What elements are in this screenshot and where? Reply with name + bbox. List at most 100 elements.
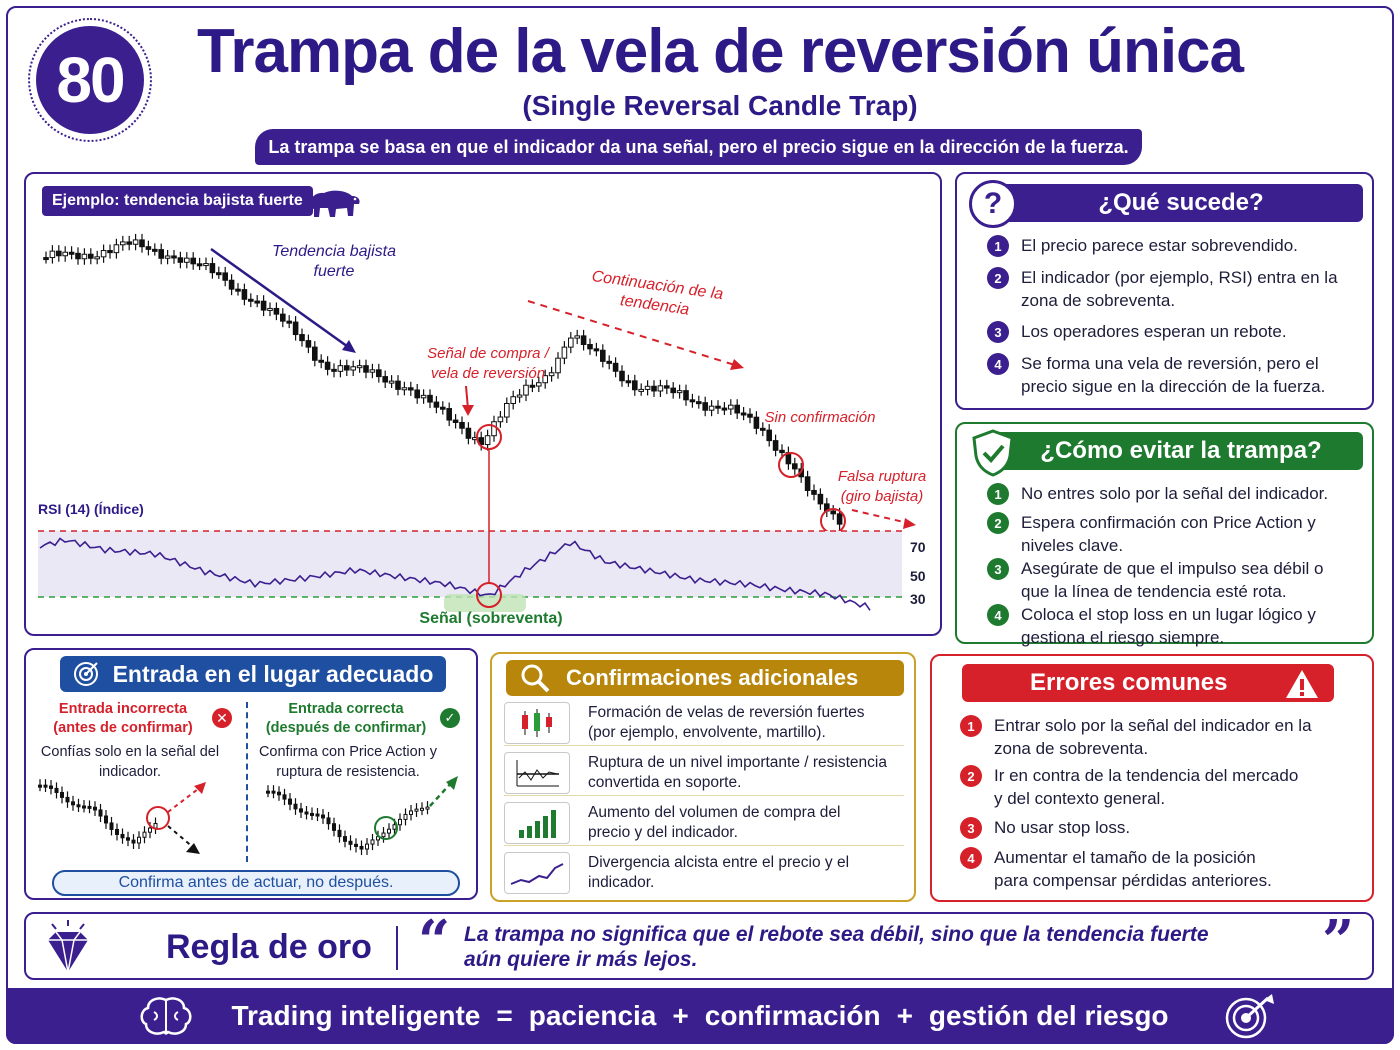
candle-body: [427, 394, 433, 403]
error-item-4: 4 Aumentar el tamaño de la posición para …: [960, 846, 1290, 892]
candle-body: [152, 248, 158, 252]
right-entry-title: Entrada correcta (después de confirmar): [265, 701, 427, 736]
candle-body: [54, 787, 59, 793]
candle-body: [440, 406, 446, 410]
candle-body: [282, 794, 287, 800]
candle-body: [344, 365, 350, 371]
candle-body: [318, 359, 324, 363]
candle-body: [343, 836, 347, 842]
candle-body: [369, 369, 376, 373]
entry-title: Entrada en el lugar adecuado: [112, 660, 434, 687]
candle-body: [625, 380, 632, 384]
avoid-item-1: 1 No entres solo por la señal del indicad…: [987, 482, 1359, 505]
candle-body: [561, 346, 568, 359]
number-badge: 80: [28, 18, 152, 142]
avoid-text-1: No entres solo por la señal del indicado…: [1021, 484, 1329, 503]
divergence-icon: [504, 852, 570, 894]
what-item-3: 3 Los operadores esperan un rebote.: [987, 320, 1359, 343]
candle-body: [792, 463, 798, 470]
candle-body: [60, 791, 64, 798]
wrong-entry-text: Confías solo en la señal del indicador.: [40, 744, 220, 780]
avoid-num-3: 3: [987, 558, 1009, 580]
confirmations-header: Confirmaciones adicionales: [506, 660, 904, 696]
candle-body: [190, 257, 196, 265]
error-num-1: 1: [960, 715, 982, 737]
candle-body: [148, 827, 152, 833]
avoid-text-3: Asegúrate de que el impulso sea débil o …: [1021, 559, 1324, 601]
candle-body: [702, 402, 709, 411]
candle-body: [87, 805, 92, 809]
candle-body: [425, 806, 430, 810]
candle-body: [388, 380, 395, 384]
candle-body: [766, 429, 773, 442]
candle-body: [49, 785, 53, 789]
candle-body: [49, 250, 56, 259]
candle-body: [271, 790, 276, 794]
confirmation-text-4: Divergencia alcista entre el precio y el…: [588, 854, 850, 891]
avoid-item-4: 4 Coloca el stop loss en un lugar lógico …: [987, 603, 1327, 649]
what-num-2: 2: [987, 267, 1009, 289]
price-chart: [38, 233, 916, 612]
candle-body: [753, 416, 760, 429]
candle-body: [606, 360, 613, 364]
candle-body: [337, 829, 342, 838]
candle-body: [337, 365, 344, 372]
candle-body: [593, 348, 600, 352]
candle-body: [779, 449, 785, 454]
candle-body: [836, 513, 843, 525]
candle-body: [88, 253, 94, 259]
footer-word-2: paciencia: [528, 1000, 657, 1031]
candle-body: [65, 796, 70, 803]
what-item-1: 1 El precio parece estar sobrevendido.: [987, 234, 1359, 257]
rsi-signal-circle: [476, 582, 502, 608]
candle-body: [288, 798, 292, 805]
candle-body: [830, 510, 837, 515]
right-entry-text: Confirma con Price Action y ruptura de r…: [258, 744, 438, 780]
candle-body: [381, 832, 386, 838]
candle-body: [664, 385, 670, 389]
false-break-arrow: [851, 509, 909, 524]
candle-body: [43, 784, 48, 788]
avoid-text-2: Espera confirmación con Price Action y n…: [1021, 513, 1316, 555]
footer-eq: =: [496, 1000, 513, 1031]
candle-body: [420, 394, 427, 399]
strong-trend-label: Tendencia bajista fuerte: [272, 243, 396, 280]
candle-body: [516, 394, 523, 398]
example-panel: Ejemplo: tendencia bajista fuerte Tenden…: [24, 172, 942, 636]
candle-body: [292, 321, 299, 336]
entry-footer: Confirma antes de actuar, no después.: [52, 870, 460, 896]
right-entry-mini-chart: [266, 776, 458, 856]
candle-body: [76, 804, 81, 808]
error-item-2: 2 Ir en contra de la tendencia del mercad…: [960, 764, 1300, 810]
rsi-label: RSI (14) (Índice): [38, 501, 144, 517]
candle-body: [68, 251, 75, 255]
candle-body: [228, 279, 235, 290]
candle-body: [414, 389, 420, 399]
golden-rule-title: Regla de oro: [166, 928, 372, 966]
candle-body: [56, 250, 62, 257]
errors-header: Errores comunes: [962, 664, 1334, 702]
candle-body: [137, 836, 141, 844]
candle-body: [504, 402, 510, 418]
candle-body: [235, 288, 241, 292]
candle-body: [315, 813, 320, 817]
breakout-icon: [504, 751, 570, 794]
candle-body: [811, 489, 817, 495]
false-break-label: Falsa ruptura (giro bajista): [837, 468, 927, 505]
candle-body: [478, 437, 484, 446]
avoid-item-3: 3 Asegúrate de que el impulso sea débil o…: [987, 557, 1327, 603]
candle-body: [304, 811, 309, 815]
what-num-1: 1: [987, 235, 1009, 257]
candle-body: [131, 839, 136, 844]
wrong-entry-title: Entrada incorrecta (antes de confirmar): [53, 701, 193, 736]
candle-body: [93, 806, 97, 811]
candle-body: [510, 396, 516, 404]
no-confirmation-circle: [778, 452, 804, 478]
trend-arrowhead: [342, 340, 356, 353]
candle-body: [728, 404, 734, 410]
confirmations-title: Confirmaciones adicionales: [566, 665, 859, 690]
candle-body: [354, 843, 358, 847]
candle-body: [484, 435, 491, 446]
candle-body: [82, 805, 86, 809]
candle-body: [644, 385, 651, 390]
